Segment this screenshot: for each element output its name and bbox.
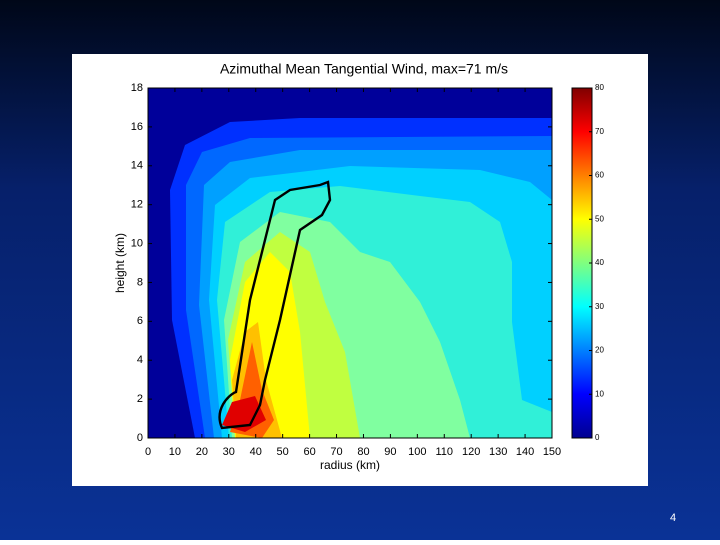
colorbar-tick-label: 20	[595, 346, 604, 355]
y-tick-label: 18	[131, 82, 143, 94]
contour-outline	[218, 180, 332, 430]
x-tick-label: 120	[462, 446, 480, 458]
colorbar-tick-label: 80	[595, 83, 604, 92]
x-tick-label: 110	[435, 446, 453, 458]
x-tick-label: 70	[330, 446, 342, 458]
y-tick-label: 4	[137, 354, 143, 366]
slide-number: 4	[670, 512, 676, 524]
x-tick-label: 10	[169, 446, 181, 458]
x-tick-label: 130	[489, 446, 507, 458]
colorbar-tick-label: 70	[595, 127, 604, 136]
y-tick-label: 0	[137, 432, 143, 444]
y-tick-label: 2	[137, 393, 143, 405]
colorbar-tick-label: 30	[595, 302, 604, 311]
x-tick-label: 20	[196, 446, 208, 458]
y-tick-label: 14	[131, 160, 143, 172]
plot-frame	[147, 87, 553, 439]
contour-field	[148, 88, 552, 438]
x-tick-label: 60	[303, 446, 315, 458]
contour-fill	[222, 396, 266, 432]
colorbar-tick-label: 50	[595, 214, 604, 223]
colorbar-tick-label: 40	[595, 258, 604, 267]
chart-title: Azimuthal Mean Tangential Wind, max=71 m…	[220, 61, 508, 77]
x-tick-label: 80	[357, 446, 369, 458]
x-tick-label: 140	[516, 446, 534, 458]
y-tick-label: 8	[137, 276, 143, 288]
y-tick-label: 12	[131, 199, 143, 211]
y-tick-label: 16	[131, 121, 143, 133]
x-tick-label: 100	[408, 446, 426, 458]
colorbar-tick-label: 60	[595, 171, 604, 180]
colorbar-tick-label: 10	[595, 389, 604, 398]
y-axis-label: height (km)	[113, 233, 127, 293]
y-tick-label: 6	[137, 315, 143, 327]
x-tick-label: 150	[543, 446, 561, 458]
x-tick-label: 40	[250, 446, 262, 458]
x-tick-label: 0	[145, 446, 151, 458]
x-tick-label: 90	[384, 446, 396, 458]
x-tick-label: 30	[223, 446, 235, 458]
x-axis-label: radius (km)	[320, 458, 380, 472]
y-tick-label: 10	[131, 237, 143, 249]
x-tick-label: 50	[277, 446, 289, 458]
colorbar-tick-label: 0	[595, 433, 600, 442]
